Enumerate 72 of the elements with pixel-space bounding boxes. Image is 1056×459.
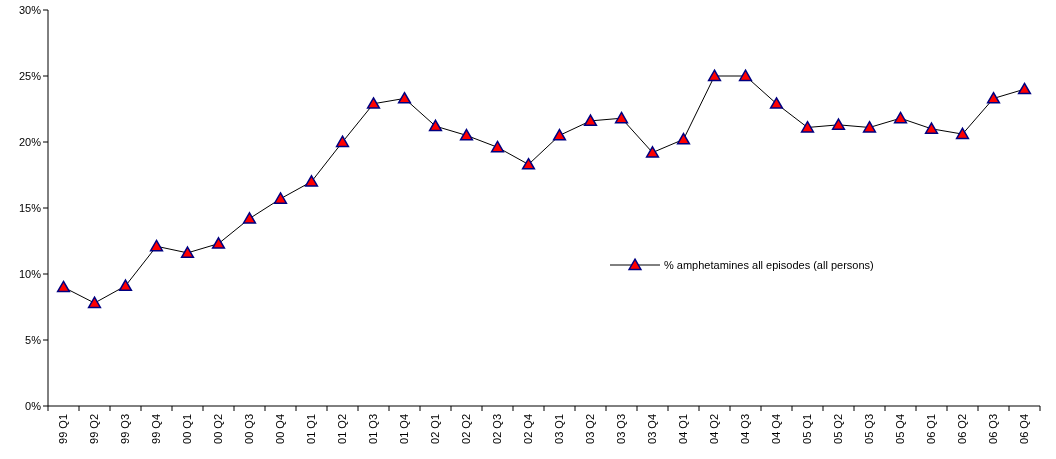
x-tick-label: 06 Q4 [1018,414,1031,444]
point [645,146,660,158]
legend-label: % amphetamines all episodes (all persons) [664,258,874,271]
point [428,119,443,132]
x-tick-label: 04 Q1 [677,414,690,444]
y-tick-label: 15% [18,201,42,214]
point [211,237,226,249]
point [397,91,412,104]
x-tick-label: 06 Q2 [956,414,969,444]
point [56,280,71,293]
point [614,111,629,124]
x-tick-label: 04 Q2 [708,414,721,444]
y-tick-label: 5% [25,333,42,346]
x-tick-label: 05 Q1 [801,414,814,444]
x-tick-label: 01 Q3 [367,414,380,444]
x-tick-label: 04 Q4 [770,414,783,444]
x-tick-label: 05 Q3 [863,414,876,444]
point [800,120,815,133]
x-tick-label: 00 Q1 [181,414,194,444]
x-tick-label: 99 Q3 [119,414,132,444]
y-tick-label: 30% [18,3,42,16]
point [180,246,195,259]
point [87,296,102,309]
point [335,135,350,148]
x-tick-label: 03 Q2 [584,414,597,444]
x-tick-label: 03 Q1 [553,414,566,444]
x-tick-label: 00 Q2 [212,414,225,444]
point [552,128,567,141]
x-tick-label: 00 Q3 [243,414,256,444]
x-tick-label: 01 Q1 [305,414,318,444]
y-tick-label: 25% [18,69,42,82]
point [707,69,722,82]
x-tick-label: 06 Q3 [987,414,1000,444]
point [118,279,133,292]
x-tick-label: 04 Q3 [739,414,752,444]
point [583,114,598,127]
y-tick-label: 20% [18,135,42,148]
x-tick-label: 00 Q4 [274,414,287,444]
x-tick-label: 01 Q4 [398,414,411,444]
point [1017,82,1032,95]
x-tick-label: 01 Q2 [336,414,349,444]
point [831,118,846,130]
point [490,140,505,153]
x-tick-label: 02 Q1 [429,414,442,444]
point [459,128,474,141]
point [955,127,970,140]
point [366,97,381,109]
y-tick-label: 0% [25,399,42,412]
x-tick-label: 99 Q2 [88,414,101,444]
x-tick-label: 02 Q3 [491,414,504,444]
x-tick-label: 99 Q1 [57,414,70,444]
point [304,175,319,187]
point [149,239,164,252]
x-tick-label: 02 Q4 [522,414,535,444]
point [769,97,784,109]
point [242,212,257,224]
point [521,157,536,170]
x-tick-label: 05 Q2 [832,414,845,444]
x-tick-label: 99 Q4 [150,414,163,444]
x-tick-label: 05 Q4 [894,414,907,444]
y-tick-label: 10% [18,267,42,280]
x-tick-label: 03 Q4 [646,414,659,444]
x-tick-label: 06 Q1 [925,414,938,444]
x-tick-label: 02 Q2 [460,414,473,444]
point [986,91,1001,104]
point [273,192,288,204]
point [862,120,877,133]
point [676,132,691,145]
point [738,69,753,82]
point [893,111,908,124]
x-tick-label: 03 Q3 [615,414,628,444]
point [924,122,939,134]
